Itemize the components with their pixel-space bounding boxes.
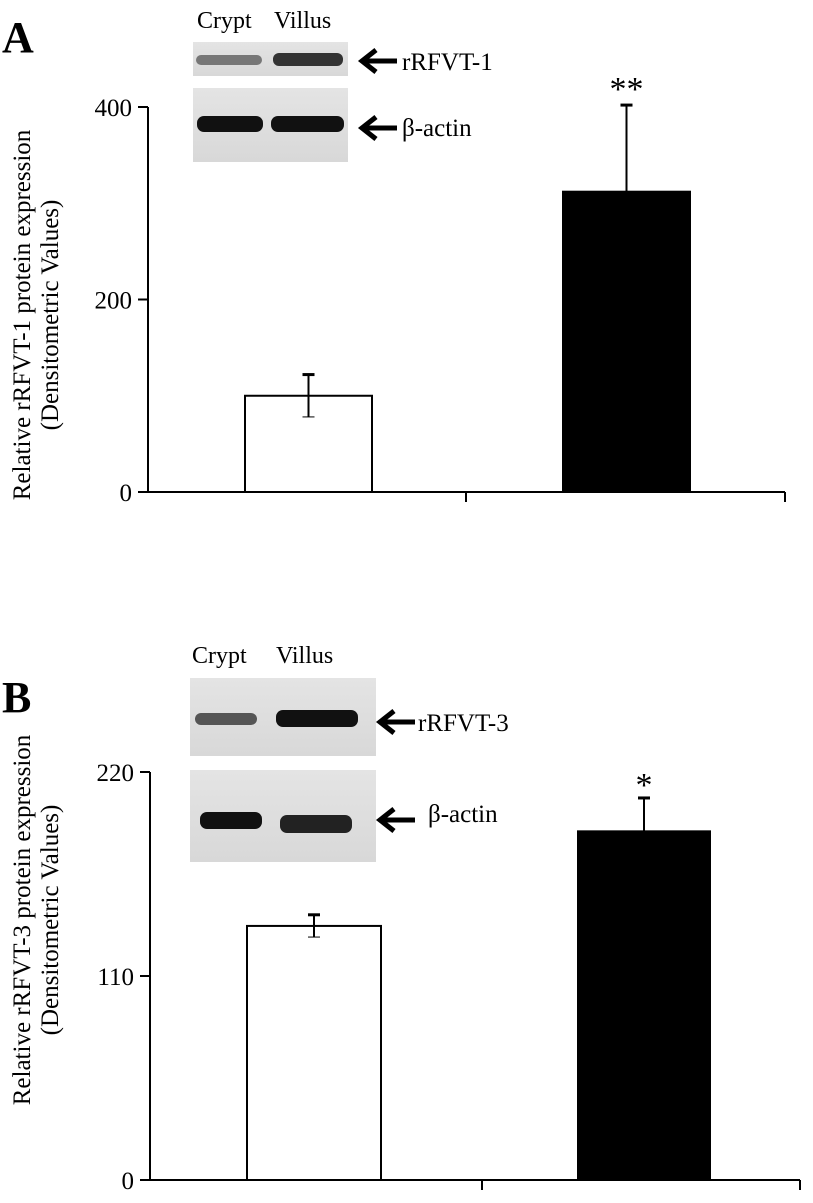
band: [273, 53, 343, 66]
band: [200, 812, 262, 829]
lane-label: Villus: [274, 8, 331, 34]
band: [196, 55, 262, 65]
bar: [246, 924, 382, 1181]
arrow: [357, 48, 397, 74]
band-label: β-actin: [428, 801, 498, 828]
y-axis-label: Relative rRFVT-3 protein expression: [9, 734, 36, 1105]
y-tick-label: 0: [120, 480, 133, 507]
error-bar: [638, 796, 650, 866]
lane-label: Crypt: [192, 643, 247, 669]
significance: **: [610, 71, 644, 108]
arrow: [357, 115, 397, 141]
band: [280, 815, 352, 833]
y-axis-label: (Densitometric Values): [37, 805, 64, 1036]
y-tick-label: 110: [97, 964, 134, 991]
panel-label: B: [2, 673, 31, 722]
error-bar: [620, 103, 633, 279]
band: [271, 116, 344, 132]
band-label: β-actin: [402, 115, 472, 142]
lane-label: Crypt: [197, 8, 252, 34]
error-bar: [302, 373, 315, 418]
band-label: rRFVT-3: [418, 710, 509, 737]
band: [197, 116, 263, 132]
y-axis-label: Relative rRFVT-1 protein expression: [9, 129, 36, 500]
y-tick-label: 400: [95, 95, 133, 122]
lane-label: Villus: [276, 643, 333, 669]
bar: [577, 830, 711, 1181]
y-tick-label: 200: [95, 288, 133, 315]
y-axis-label: (Densitometric Values): [37, 200, 64, 431]
blot-a: Crypt Villus rRFVT-1 β-actin: [193, 8, 493, 162]
band-label: rRFVT-1: [402, 49, 493, 76]
arrow: [375, 709, 415, 735]
error-bar: [308, 913, 320, 938]
arrow: [375, 807, 415, 833]
blot-b: Crypt Villus rRFVT-3 β-actin: [190, 643, 509, 862]
panel-label: A: [2, 13, 34, 62]
y-tick-label: 0: [122, 1168, 135, 1195]
band: [276, 710, 358, 727]
y-tick-label: 220: [97, 760, 135, 787]
band: [195, 713, 257, 725]
significance: *: [636, 767, 653, 804]
